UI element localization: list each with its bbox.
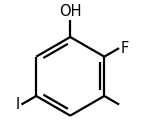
Text: F: F — [121, 41, 129, 56]
Text: OH: OH — [59, 4, 82, 19]
Text: I: I — [16, 97, 20, 112]
